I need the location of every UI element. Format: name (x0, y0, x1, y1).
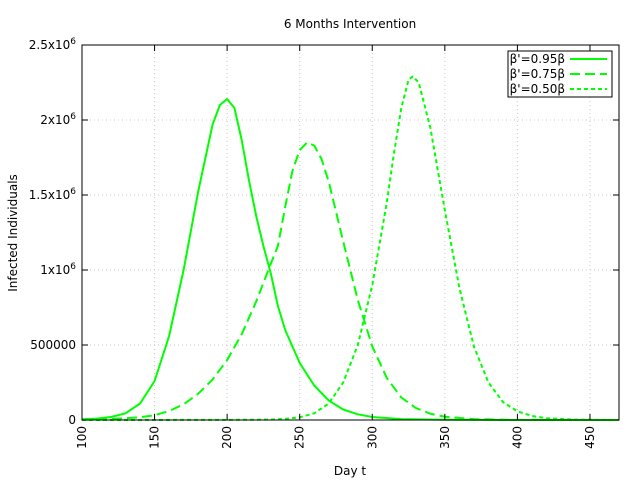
series-lines (81, 75, 620, 421)
x-tick-label: 150 (148, 426, 162, 449)
x-tick-label: 450 (583, 426, 597, 449)
plot-frame (81, 44, 620, 421)
y-tick-label: 0 (68, 413, 76, 427)
x-axis-label: Day t (334, 464, 367, 478)
grid-lines (82, 45, 619, 420)
legend-label-1: β'=0.95β (510, 52, 565, 66)
ticks: 100 150 200 250 300 350 400 450 0 500000 1x106 1.5x… (29, 37, 619, 449)
y-tick-label: 2x106 (40, 112, 76, 127)
y-tick-label: 2.5x106 (29, 37, 76, 52)
x-tick-label: 300 (365, 426, 379, 449)
y-tick-label: 500000 (30, 338, 76, 352)
series-line-2 (81, 141, 620, 421)
x-tick-label: 350 (438, 426, 452, 449)
legend-label-2: β'=0.75β (510, 67, 565, 81)
chart-title: 6 Months Intervention (284, 17, 416, 31)
x-tick-label: 100 (75, 426, 89, 449)
x-tick-label: 400 (510, 426, 524, 449)
y-axis-label: Infected Individuals (6, 174, 20, 292)
y-tick-label: 1x106 (40, 262, 76, 277)
series-line-1 (81, 98, 619, 421)
y-tick-label: 1.5x106 (29, 187, 76, 202)
x-tick-label: 200 (220, 426, 234, 449)
x-tick-label: 250 (293, 426, 307, 449)
series-line-3 (81, 75, 620, 421)
legend-label-3: β'=0.50β (510, 82, 565, 96)
